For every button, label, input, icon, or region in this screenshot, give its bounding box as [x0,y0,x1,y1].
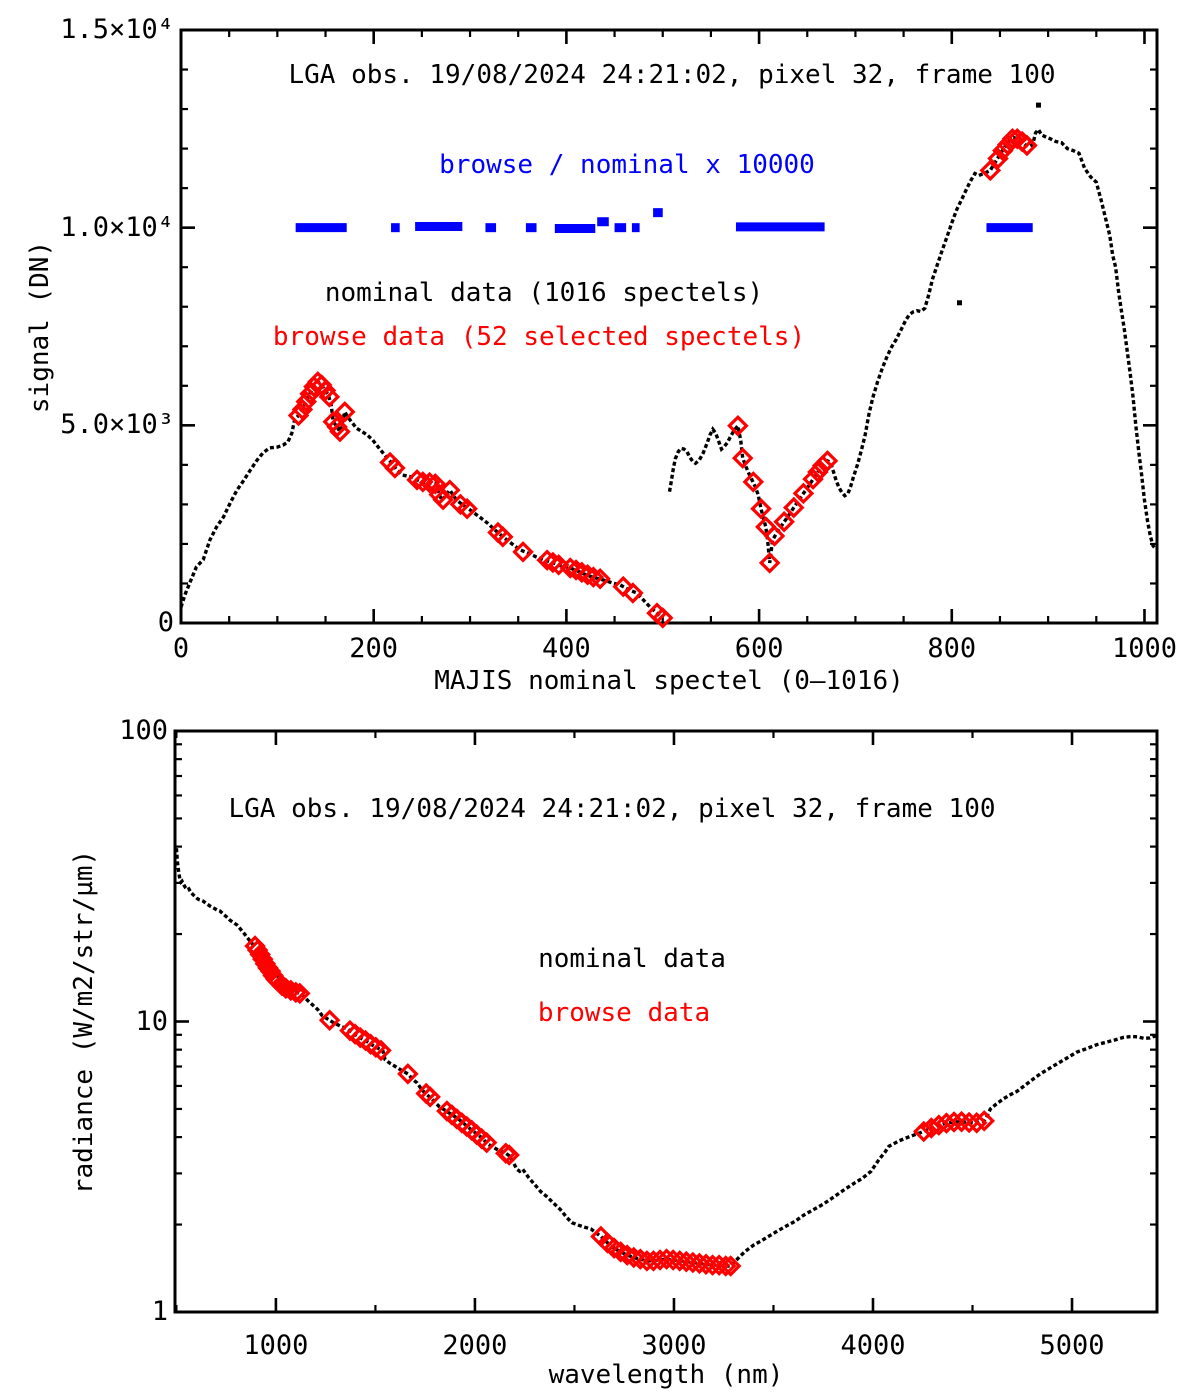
browse-diamond-marker [992,139,1014,162]
browse-diamond-marker [318,1009,341,1032]
outlier-dot [1035,102,1041,108]
browse-diamond-marker [727,414,749,437]
browse-diamond-marker [622,1246,645,1269]
browse-diamond-marker [763,525,786,547]
browse-diamond-marker [314,379,337,402]
browse-diamond-marker [612,575,634,598]
browse-diamond-marker [492,526,514,548]
browse-diamond-marker [589,567,611,590]
browse-diamond-marker [571,561,593,584]
browse-diamond-marker [987,147,1009,170]
browse-diamond-marker [688,1252,711,1275]
browse-diamond-marker [559,557,582,579]
browse-diamond-marker [318,386,341,408]
browse-diamond-marker [750,497,772,520]
browse-diamond-marker [303,375,325,398]
browse-diamond-marker [965,1112,988,1134]
browse-diamond-marker [682,1251,704,1274]
browse-diamond-marker [773,511,795,533]
browse-diamond-marker [655,1248,678,1270]
browse-diamond-marker [439,479,461,501]
browse-diamond-marker [542,551,564,574]
browse-diamond-marker [565,559,587,581]
browse-diamond-marker [979,159,1002,182]
browse-data-series [287,127,1038,629]
browse-diamond-marker [742,471,765,493]
browse-diamond-marker [498,1144,520,1166]
browse-diamond-marker [950,1110,973,1133]
signal-vs-spectel-plot [179,28,1159,629]
outlier-dot [956,300,962,306]
nominal-data-series [174,848,1157,1268]
browse-diamond-marker [651,607,674,629]
browse-diamond-marker [973,1110,996,1132]
browse-diamond-marker [668,1250,691,1272]
browse-diamond-marker [419,1086,441,1108]
browse-diamond-marker [287,404,310,427]
browse-nominal-x-10000-series [295,208,1033,233]
browse-diamond-marker [629,1248,652,1270]
browse-diamond-marker [418,471,441,494]
radiance-vs-wavelength-plot [173,729,1159,1314]
browse-diamond-marker [334,401,356,423]
browse-diamond-marker [912,1120,935,1143]
browse-diamond-marker [701,1254,724,1276]
browse-diamond-marker [714,1255,737,1277]
browse-diamond-marker [475,1131,498,1154]
browse-diamond-marker [285,981,307,1004]
browse-diamond-marker [512,541,534,563]
browse-diamond-marker [582,566,605,588]
browse-diamond-marker [792,482,815,505]
browse-diamond-marker [412,471,434,493]
browse-diamond-marker [349,1026,372,1049]
browse-diamond-marker [576,564,599,586]
browse-diamond-marker [424,473,447,495]
browse-diamond-marker [816,450,839,472]
browse-diamond-marker [695,1253,717,1276]
browse-data-series [244,935,996,1277]
browse-diamond-marker [384,457,406,479]
browse-diamond-marker [802,468,824,490]
browse-diamond-marker [622,582,644,604]
browse-diamond-marker [406,469,428,491]
browse-diamond-marker [943,1111,965,1133]
nominal-data-series [179,102,1158,620]
browse-diamond-marker [329,420,351,443]
browse-diamond-marker [547,554,570,576]
browse-diamond-marker [1016,134,1038,157]
browse-diamond-marker [289,982,311,1005]
browse-diamond-marker [616,1244,638,1266]
browse-diamond-marker [758,552,781,574]
browse-diamond-marker [811,454,834,477]
browse-diamond-marker [370,1039,392,1062]
browse-diamond-marker [675,1250,698,1273]
browse-diamond-marker [920,1117,943,1139]
browse-diamond-marker [731,447,754,469]
browse-diamond-marker [807,461,829,483]
browse-diamond-marker [662,1249,684,1271]
browse-diamond-marker [719,1255,742,1277]
browse-diamond-marker [783,496,805,519]
browse-diamond-marker [456,497,478,520]
browse-diamond-marker [397,1063,419,1085]
browse-diamond-marker [536,549,558,571]
browse-diamond-marker [275,977,297,1000]
browse-diamond-marker [935,1112,958,1134]
